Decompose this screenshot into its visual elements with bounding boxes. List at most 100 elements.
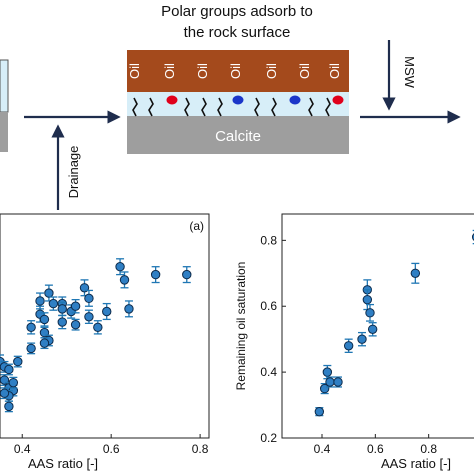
- calcite-label: Calcite: [215, 128, 261, 145]
- chart-b-marker: [325, 377, 335, 387]
- chart-a-marker: [26, 322, 36, 333]
- chart-a-marker: [57, 317, 67, 327]
- chart-a-data-point: [84, 289, 94, 307]
- oil-label: Oil: [127, 63, 142, 79]
- chart-b-marker: [314, 406, 325, 417]
- chart-a-data-point: [70, 318, 81, 331]
- chart-a-marker: [115, 262, 125, 272]
- adsorbed-chain: [132, 97, 138, 117]
- chart-b-ylabel: Remaining oil saturation: [234, 262, 248, 391]
- chart-a-data-point: [57, 301, 67, 317]
- chart-b-marker: [357, 334, 367, 344]
- chart-a-marker: [8, 377, 19, 388]
- chart-a-data-point: [115, 258, 125, 276]
- chart-a-marker: [0, 388, 10, 398]
- chart-a-data-point: [26, 342, 36, 355]
- chart-b-marker: [322, 367, 333, 377]
- polar-red-dot: [166, 95, 178, 105]
- chart-a-data-point: [39, 337, 50, 350]
- chart-b: Remaining oil saturation 0.40.60.810.20.…: [234, 213, 474, 471]
- chart-a-xlabel: AAS ratio [-]: [28, 456, 98, 471]
- chart-a-marker: [150, 269, 161, 280]
- schematic-title-line2: the rock surface: [184, 24, 291, 41]
- chart-a-data-point: [79, 279, 90, 297]
- chart-a-data-point: [102, 302, 112, 321]
- chart-a-marker: [124, 304, 134, 314]
- chart-a-marker: [70, 319, 81, 330]
- chart-a-marker: [44, 288, 54, 298]
- chart-a-data-point: [70, 298, 81, 314]
- oil-label: Oil: [327, 63, 342, 79]
- left-panel-rock: [0, 112, 8, 152]
- chart-b-data-point: [343, 338, 354, 354]
- polar-blue-dot: [289, 95, 301, 105]
- chart-a-marker: [4, 364, 14, 375]
- adsorption-panel: Calcite Oil Oil Oil Oil Oil Oil Oil: [127, 50, 349, 154]
- chart-a-xtick-label: 0.8: [192, 442, 209, 456]
- chart-b-ytick-label: 0.6: [260, 299, 277, 313]
- chart-b-data-point: [410, 262, 421, 284]
- oil-label: Oil: [162, 63, 177, 79]
- adsorbed-chain: [148, 97, 154, 117]
- chart-b-marker: [333, 377, 343, 387]
- chart-a-marker: [70, 301, 81, 311]
- chart-a-data-point: [93, 320, 103, 335]
- oil-label: Oil: [228, 63, 243, 79]
- chart-a-data-point: [44, 284, 54, 302]
- chart-a-marker: [26, 343, 36, 354]
- chart-a-marker: [84, 293, 94, 304]
- chart-a-xtick-label: 0.6: [103, 442, 120, 456]
- chart-b-frame: [281, 213, 474, 439]
- chart-a-marker: [13, 356, 23, 367]
- chart-a-data-point: [57, 314, 67, 330]
- chart-a-panel-label: (a): [189, 219, 204, 233]
- chart-a-xtick-label: 0.4: [14, 442, 31, 456]
- oil-label: Oil: [264, 63, 279, 79]
- chart-a-marker: [39, 338, 50, 348]
- chart-a-marker: [48, 298, 59, 309]
- oil-layer: [127, 50, 349, 92]
- adsorbed-chain: [184, 97, 190, 117]
- chart-b-xlabel: AAS ratio [-]: [381, 456, 451, 471]
- chart-a-data-point: [39, 312, 50, 327]
- chart-a-frame: [0, 213, 210, 439]
- chart-a-marker: [93, 322, 103, 333]
- chart-a-data-point: [48, 296, 59, 311]
- calcite-rock: [127, 116, 349, 154]
- chart-b-marker: [410, 268, 421, 278]
- chart-b-data-point: [365, 303, 375, 322]
- adsorbed-chain: [254, 97, 260, 117]
- chart-a-marker: [35, 296, 45, 306]
- chart-a-data-point: [8, 376, 19, 389]
- chart-a-data-point: [84, 309, 94, 325]
- chart-a-data-point: [182, 266, 192, 284]
- chart-a-marker: [57, 304, 67, 314]
- polar-red-dot: [332, 95, 344, 105]
- chart-a-data-point: [4, 363, 14, 376]
- chart-a-data-point: [13, 355, 23, 368]
- schematic-title-line1: Polar groups adsorb to: [161, 3, 313, 20]
- chart-a-data-point: [35, 292, 45, 310]
- chart-b-marker: [365, 308, 375, 318]
- chart-b-data-point: [314, 406, 325, 417]
- adsorbed-chain: [201, 97, 207, 117]
- chart-a-marker: [84, 312, 94, 322]
- chart-b-data-point: [325, 376, 335, 388]
- chart-b-ytick-label: 0.4: [260, 365, 277, 379]
- drainage-label: Drainage: [66, 146, 81, 199]
- chart-b-data-point: [333, 376, 343, 388]
- chart-b-xtick-label: 0.8: [420, 442, 437, 456]
- chart-b-xtick-label: 0.6: [367, 442, 384, 456]
- chart-b-data-point: [322, 364, 333, 380]
- schematic: Polar groups adsorb to the rock surface …: [0, 3, 461, 210]
- chart-a-marker: [182, 269, 192, 280]
- chart-a-marker: [4, 401, 14, 412]
- polar-blue-dot: [232, 95, 244, 105]
- chart-a-data-point: [4, 400, 14, 413]
- oil-label: Oil: [195, 63, 210, 79]
- adsorbed-chain: [308, 97, 314, 117]
- left-panel-water: [0, 59, 9, 113]
- oil-label: Oil: [297, 63, 312, 79]
- adsorbed-chain: [217, 97, 223, 117]
